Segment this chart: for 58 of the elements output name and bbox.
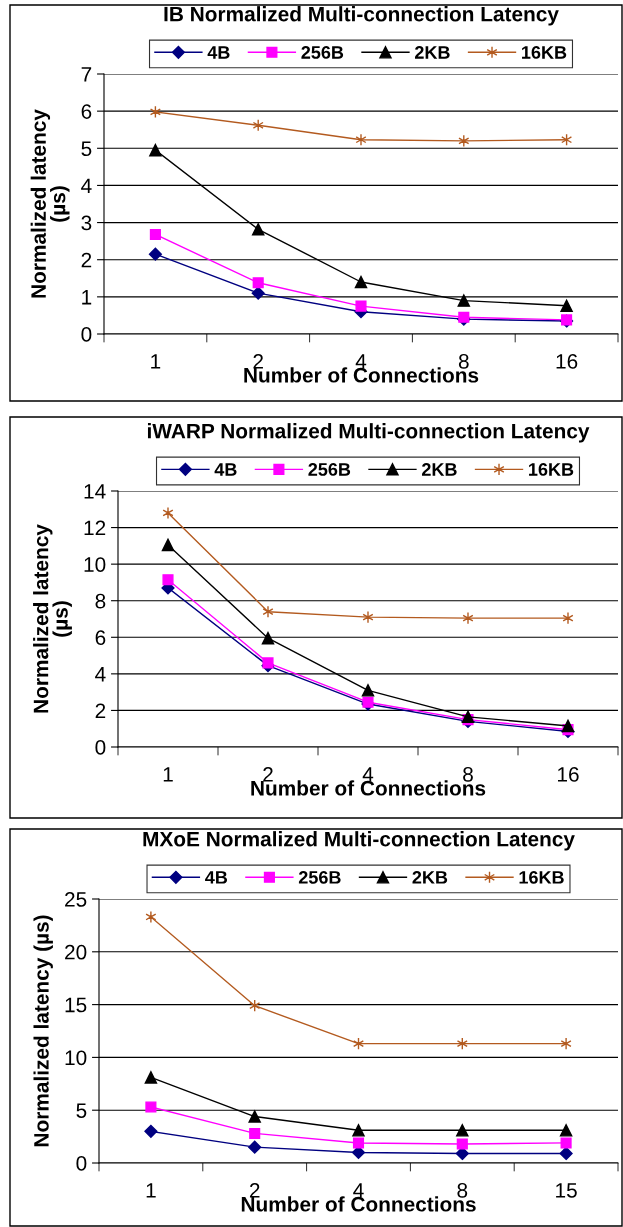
y-tick-label: 3 [81, 215, 92, 231]
legend-label: 256B [298, 870, 341, 884]
x-tick-label: 2 [263, 766, 273, 782]
y-tick-label: 6 [95, 630, 106, 646]
y-tick-label: 2 [81, 252, 92, 268]
x-tick-label: 8 [463, 766, 473, 782]
x-tick-label: 2 [253, 353, 263, 369]
x-tick-label: 16 [558, 766, 579, 782]
y-tick-label: 10 [84, 557, 106, 572]
y-tick-label: 15 [65, 997, 87, 1013]
y-tick-label: 0 [81, 327, 92, 342]
legend-label: 4B [214, 463, 237, 476]
x-tick-label: 1 [146, 1183, 156, 1198]
y-tick-label: 6 [81, 104, 92, 119]
y-tick-label: 1 [82, 290, 92, 305]
x-tick-label: 15 [556, 1183, 577, 1198]
x-tick-label: 4 [362, 767, 374, 782]
legend-label: 16KB [529, 463, 574, 476]
x-tick-label: 4 [353, 1183, 364, 1198]
y-tick-label: 7 [81, 67, 92, 82]
chart-title: iWARP Normalized Multi-connection Latency [147, 423, 590, 443]
legend-label: 16KB [522, 46, 567, 59]
legend-label: 4B [207, 46, 230, 59]
y-axis-title: Normalized latency (µs) [30, 109, 70, 298]
chart-title: IB Normalized Multi-connection Latency [164, 6, 559, 26]
chart-title: MXoE Normalized Multi-connection Latency [143, 831, 575, 851]
legend-label: 2KB [415, 46, 450, 59]
y-tick-label: 12 [84, 520, 106, 536]
y-tick-label: 20 [65, 944, 87, 960]
x-tick-label: 4 [355, 354, 367, 369]
y-tick-label: 5 [76, 1103, 87, 1118]
y-tick-label: 14 [84, 484, 106, 499]
x-axis-title: Number of Connections [241, 1196, 476, 1212]
y-tick-label: 0 [76, 1156, 87, 1171]
y-tick-label: 4 [95, 667, 106, 682]
y-tick-label: 25 [65, 892, 87, 907]
y-tick-label: 2 [95, 703, 106, 718]
x-tick-label: 1 [151, 354, 161, 369]
y-tick-label: 5 [81, 141, 92, 157]
legend-label: 256B [301, 46, 344, 59]
x-tick-label: 2 [249, 1182, 260, 1198]
x-tick-label: 8 [458, 353, 469, 369]
x-axis-title: Number of Connections [244, 367, 479, 383]
y-tick-label: 4 [81, 178, 92, 193]
legend-label: 16KB [519, 870, 564, 884]
legend-label: 4B [205, 871, 228, 884]
y-tick-label: 10 [65, 1050, 87, 1066]
y-tick-label: 8 [95, 593, 106, 609]
x-tick-label: 1 [163, 767, 173, 782]
x-axis-title: Number of Connections [251, 780, 486, 796]
y-tick-label: 0 [95, 740, 106, 755]
legend-label: 2KB [422, 463, 457, 476]
y-axis-title: Normalized latency (µs) [33, 915, 53, 1147]
legend-label: 2KB [412, 870, 448, 884]
x-tick-label: 8 [457, 1182, 468, 1198]
legend-label: 256B [308, 463, 351, 476]
y-axis-title: Normalized latency (µs) [33, 524, 72, 713]
x-tick-label: 16 [556, 353, 578, 369]
